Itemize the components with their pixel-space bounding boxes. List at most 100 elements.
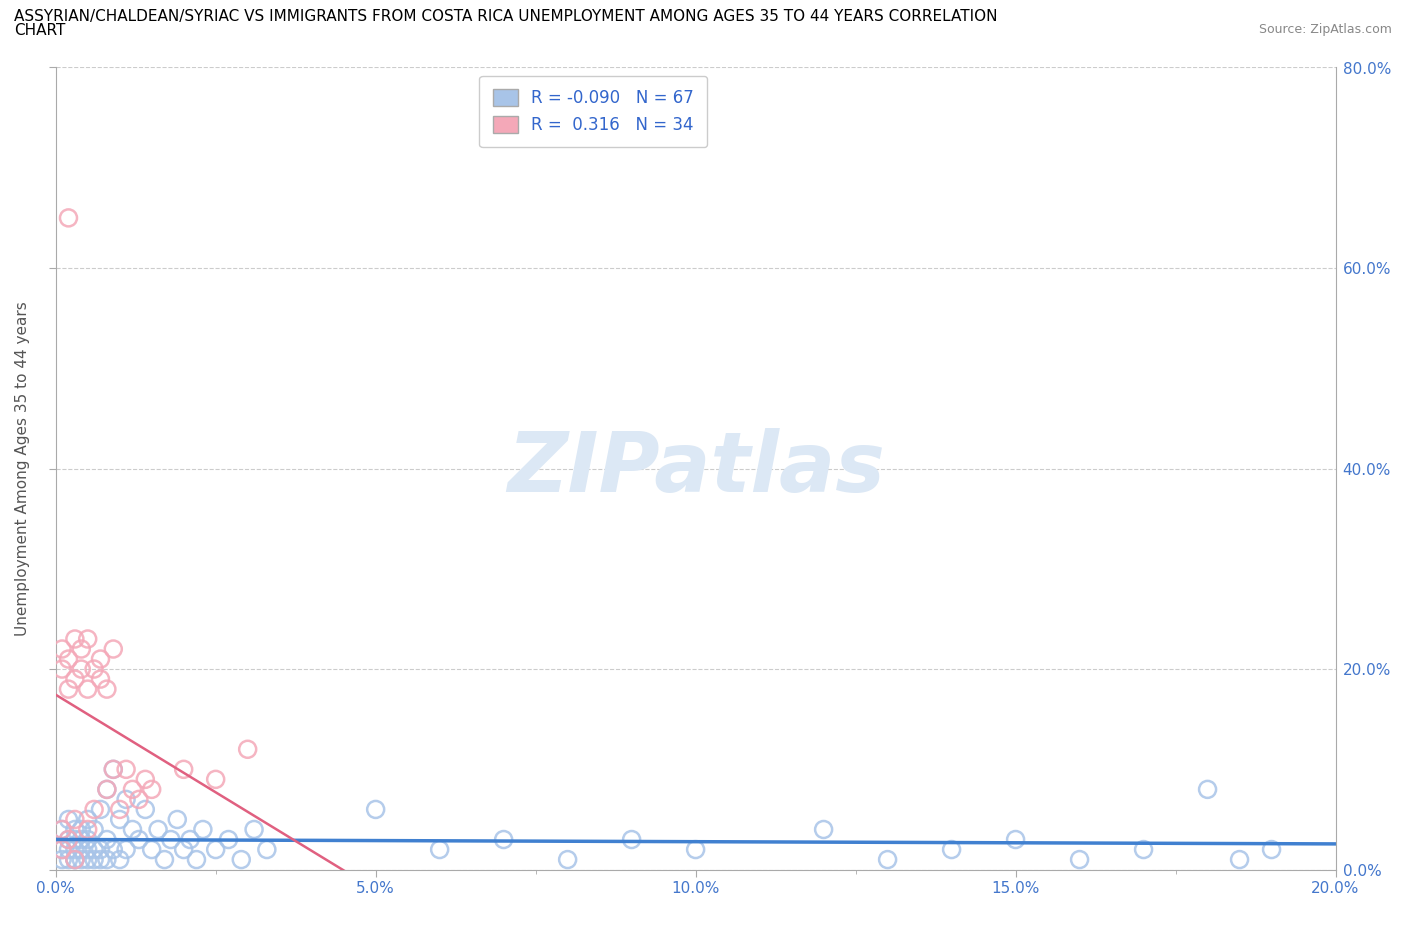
Point (103, 842, 125, 857)
Point (128, 792, 150, 807)
Point (58, 832, 80, 847)
Point (204, 772, 226, 787)
Point (121, 822, 143, 837)
Point (96, 782, 118, 797)
Point (51, 842, 73, 857)
Point (70, 832, 93, 847)
Point (63, 822, 86, 837)
Point (108, 852, 131, 867)
Point (76, 682, 98, 697)
Point (108, 812, 131, 827)
Y-axis label: Unemployment Among Ages 35 to 44 years: Unemployment Among Ages 35 to 44 years (15, 301, 30, 636)
Point (134, 802, 156, 817)
Point (166, 812, 188, 827)
Point (557, 852, 579, 867)
Point (108, 802, 131, 817)
Point (685, 842, 707, 857)
Point (58, 842, 80, 857)
Point (1229, 852, 1251, 867)
Point (70, 642, 93, 657)
Point (58, 210, 80, 225)
Point (51, 822, 73, 837)
Point (941, 842, 963, 857)
Point (186, 852, 208, 867)
Point (96, 682, 118, 697)
Point (128, 832, 150, 847)
Point (58, 832, 80, 847)
Point (83, 842, 105, 857)
Point (83, 802, 105, 817)
Point (63, 671, 86, 686)
Point (876, 852, 898, 867)
Point (103, 762, 125, 777)
Point (58, 812, 80, 827)
Point (89, 852, 111, 867)
Point (76, 812, 98, 827)
Point (63, 812, 86, 827)
Point (89, 802, 111, 817)
Point (76, 852, 98, 867)
Point (63, 842, 86, 857)
Point (70, 661, 93, 676)
Text: CHART: CHART (14, 23, 66, 38)
Point (58, 652, 80, 667)
Point (813, 822, 835, 837)
Point (51, 822, 73, 837)
Point (103, 762, 125, 777)
Point (96, 832, 118, 847)
Point (243, 822, 266, 837)
Point (70, 852, 93, 867)
Point (115, 762, 138, 777)
Point (89, 842, 111, 857)
Point (364, 802, 387, 817)
Point (231, 852, 253, 867)
Point (70, 842, 93, 857)
Point (204, 842, 226, 857)
Point (63, 852, 86, 867)
Point (63, 852, 86, 867)
Point (103, 642, 125, 657)
Point (160, 832, 183, 847)
Point (1004, 832, 1026, 847)
Point (173, 762, 195, 777)
Point (83, 822, 105, 837)
Point (58, 682, 80, 697)
Point (51, 642, 73, 657)
Point (51, 842, 73, 857)
Point (76, 842, 98, 857)
Point (58, 852, 80, 867)
Point (1197, 782, 1219, 797)
Point (63, 832, 86, 847)
Point (141, 842, 163, 857)
Point (76, 631, 98, 646)
Point (256, 842, 278, 857)
Text: Source: ZipAtlas.com: Source: ZipAtlas.com (1258, 23, 1392, 36)
Point (89, 671, 111, 686)
Point (76, 832, 98, 847)
Text: ZIPatlas: ZIPatlas (506, 428, 884, 509)
Point (1069, 852, 1091, 867)
Point (115, 792, 138, 807)
Point (429, 842, 451, 857)
Point (121, 782, 143, 797)
Point (51, 661, 73, 676)
Point (620, 832, 643, 847)
Point (96, 782, 118, 797)
Point (141, 782, 163, 797)
Point (63, 852, 86, 867)
Point (115, 842, 138, 857)
Point (89, 652, 111, 667)
Point (146, 822, 169, 837)
Point (153, 852, 176, 867)
Point (236, 742, 259, 757)
Point (1132, 842, 1154, 857)
Point (83, 852, 105, 867)
Point (51, 852, 73, 867)
Text: ASSYRIAN/CHALDEAN/SYRIAC VS IMMIGRANTS FROM COSTA RICA UNEMPLOYMENT AMONG AGES 3: ASSYRIAN/CHALDEAN/SYRIAC VS IMMIGRANTS F… (14, 9, 998, 24)
Point (70, 822, 93, 837)
Point (96, 852, 118, 867)
Point (492, 832, 515, 847)
Point (134, 772, 156, 787)
Point (76, 822, 98, 837)
Point (218, 832, 240, 847)
